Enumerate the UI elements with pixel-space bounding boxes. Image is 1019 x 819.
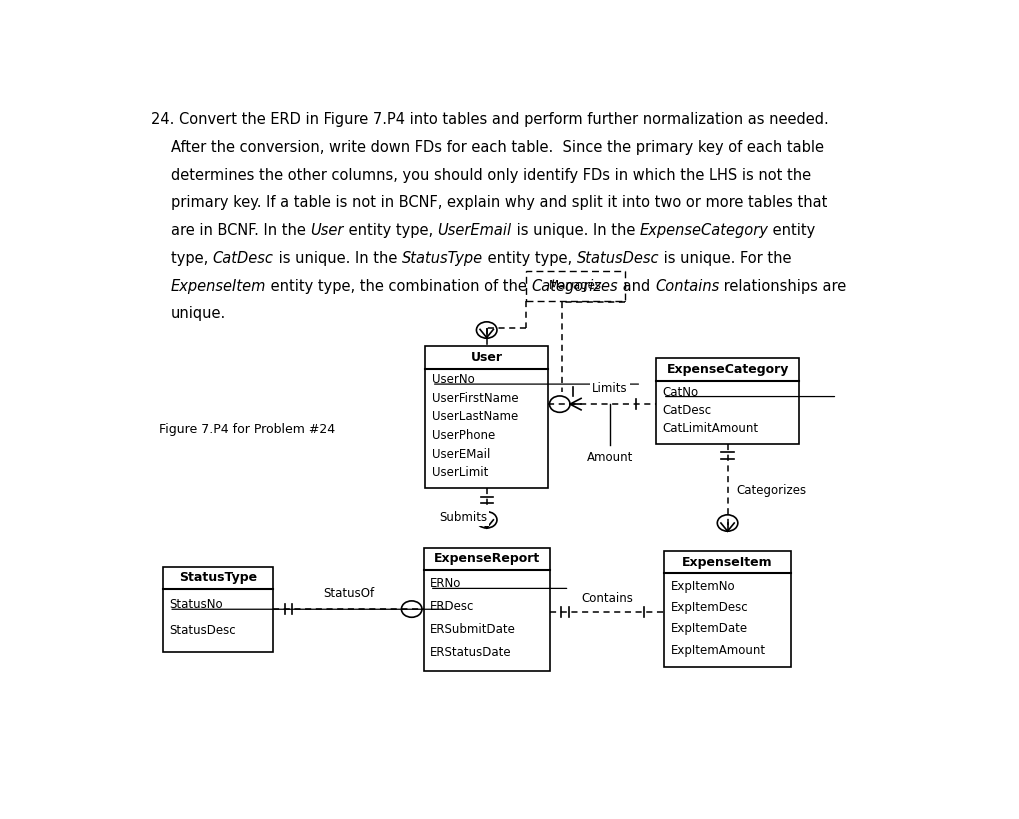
Text: ExpenseItem: ExpenseItem bbox=[171, 278, 266, 294]
Text: StatusType: StatusType bbox=[179, 572, 257, 585]
Text: ExpenseItem: ExpenseItem bbox=[683, 555, 772, 568]
Text: ExpenseCategory: ExpenseCategory bbox=[640, 223, 768, 238]
Bar bbox=[426, 346, 548, 487]
Text: UserLimit: UserLimit bbox=[432, 466, 488, 479]
Text: and: and bbox=[619, 278, 655, 294]
Text: ExpItemNo: ExpItemNo bbox=[671, 580, 736, 593]
Text: type,: type, bbox=[171, 251, 213, 266]
Text: UserEMail: UserEMail bbox=[432, 448, 490, 460]
Text: UserEmail: UserEmail bbox=[437, 223, 512, 238]
Text: User: User bbox=[471, 351, 502, 364]
Text: After the conversion, write down FDs for each table.  Since the primary key of e: After the conversion, write down FDs for… bbox=[171, 140, 823, 155]
Text: primary key. If a table is not in BCNF, explain why and split it into two or mor: primary key. If a table is not in BCNF, … bbox=[171, 196, 827, 210]
Text: ERStatusDate: ERStatusDate bbox=[430, 646, 512, 658]
Bar bbox=[163, 567, 273, 652]
Text: Figure 7.P4 for Problem #24: Figure 7.P4 for Problem #24 bbox=[159, 423, 335, 436]
Text: ExpItemDate: ExpItemDate bbox=[671, 622, 748, 636]
Text: determines the other columns, you should only identify FDs in which the LHS is n: determines the other columns, you should… bbox=[171, 168, 811, 183]
Text: UserLastName: UserLastName bbox=[432, 410, 518, 423]
Text: is unique. In the: is unique. In the bbox=[512, 223, 640, 238]
Bar bbox=[526, 271, 625, 301]
Text: unique.: unique. bbox=[171, 306, 226, 321]
Text: ERDesc: ERDesc bbox=[430, 600, 474, 613]
Text: entity type, the combination of the: entity type, the combination of the bbox=[266, 278, 532, 294]
Text: StatusNo: StatusNo bbox=[169, 599, 223, 611]
Text: entity type,: entity type, bbox=[483, 251, 577, 266]
Text: ExpenseReport: ExpenseReport bbox=[433, 553, 540, 565]
Text: are in BCNF. In the: are in BCNF. In the bbox=[171, 223, 311, 238]
Text: StatusDesc: StatusDesc bbox=[169, 624, 235, 637]
Text: Manages: Manages bbox=[548, 279, 601, 292]
Text: ExpenseCategory: ExpenseCategory bbox=[666, 364, 789, 376]
Text: entity: entity bbox=[768, 223, 815, 238]
Text: Contains: Contains bbox=[581, 592, 633, 605]
Text: UserNo: UserNo bbox=[432, 373, 475, 387]
Text: StatusDesc: StatusDesc bbox=[577, 251, 659, 266]
Text: Contains: Contains bbox=[655, 278, 719, 294]
Text: Categorizes: Categorizes bbox=[532, 278, 619, 294]
Text: is unique. In the: is unique. In the bbox=[273, 251, 401, 266]
Text: ExpItemAmount: ExpItemAmount bbox=[671, 644, 766, 657]
Text: CatDesc: CatDesc bbox=[213, 251, 273, 266]
Text: is unique. For the: is unique. For the bbox=[659, 251, 792, 266]
Text: ERSubmitDate: ERSubmitDate bbox=[430, 623, 516, 636]
Text: CatNo: CatNo bbox=[662, 386, 699, 399]
Bar bbox=[656, 359, 799, 444]
Text: Submits: Submits bbox=[439, 511, 487, 524]
Text: Categorizes: Categorizes bbox=[736, 484, 806, 497]
Text: UserPhone: UserPhone bbox=[432, 429, 495, 442]
Text: Amount: Amount bbox=[587, 451, 633, 464]
Text: CatLimitAmount: CatLimitAmount bbox=[662, 423, 759, 436]
Text: StatusOf: StatusOf bbox=[323, 587, 374, 600]
Text: relationships are: relationships are bbox=[719, 278, 847, 294]
Text: StatusType: StatusType bbox=[401, 251, 483, 266]
Bar bbox=[424, 548, 550, 671]
Text: User: User bbox=[311, 223, 343, 238]
Text: 24. Convert the ERD in Figure 7.P4 into tables and perform further normalization: 24. Convert the ERD in Figure 7.P4 into … bbox=[151, 112, 828, 127]
Text: CatDesc: CatDesc bbox=[662, 404, 712, 417]
Text: Limits: Limits bbox=[592, 382, 628, 395]
Text: UserFirstName: UserFirstName bbox=[432, 391, 519, 405]
Bar bbox=[664, 550, 791, 667]
Text: ERNo: ERNo bbox=[430, 577, 462, 590]
Text: entity type,: entity type, bbox=[343, 223, 437, 238]
Text: ExpItemDesc: ExpItemDesc bbox=[671, 601, 748, 614]
